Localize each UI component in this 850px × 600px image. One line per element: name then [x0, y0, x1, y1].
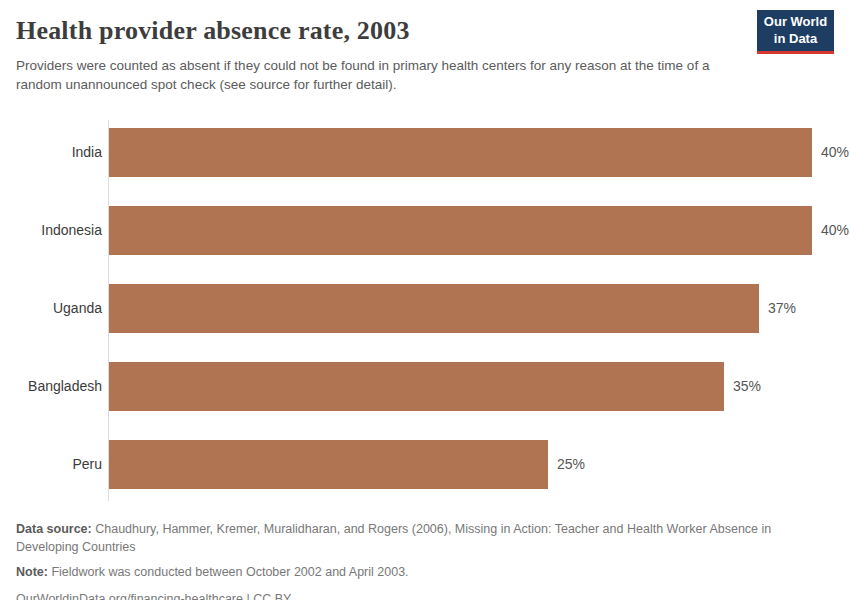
category-label: Uganda	[16, 300, 109, 316]
value-label: 40%	[821, 144, 849, 160]
note-label: Note:	[16, 565, 48, 579]
note-text: Fieldwork was conducted between October …	[48, 565, 409, 579]
owid-logo: Our World in Data	[757, 10, 834, 54]
header: Health provider absence rate, 2003 Provi…	[16, 14, 834, 95]
bar-row: Indonesia 40%	[16, 206, 834, 255]
bar-row: India 40%	[16, 128, 834, 177]
data-source-text: Chaudhury, Hammer, Kremer, Muralidharan,…	[16, 522, 771, 554]
footer: Data source: Chaudhury, Hammer, Kremer, …	[16, 520, 834, 600]
bar	[109, 128, 812, 177]
chart-title: Health provider absence rate, 2003	[16, 16, 742, 46]
category-label: Peru	[16, 456, 109, 472]
bar	[109, 206, 812, 255]
bar-row: Uganda 37%	[16, 284, 834, 333]
value-label: 37%	[768, 300, 796, 316]
citation-line: OurWorldinData.org/financing-healthcare …	[16, 590, 834, 600]
title-block: Health provider absence rate, 2003 Provi…	[16, 14, 742, 95]
data-source-line: Data source: Chaudhury, Hammer, Kremer, …	[16, 520, 798, 556]
logo-line-1: Our World	[764, 14, 827, 30]
bar	[109, 284, 759, 333]
chart-subtitle: Providers were counted as absent if they…	[16, 57, 742, 95]
plot: India 40% Indonesia 40% Uganda 37% Bangl…	[16, 128, 834, 489]
value-label: 25%	[557, 456, 585, 472]
bar-row: Bangladesh 35%	[16, 362, 834, 411]
page: Health provider absence rate, 2003 Provi…	[0, 0, 850, 600]
bar	[109, 362, 724, 411]
value-label: 35%	[733, 378, 761, 394]
data-source-label: Data source:	[16, 522, 92, 536]
category-label: Indonesia	[16, 222, 109, 238]
y-axis-line	[108, 120, 109, 501]
logo-line-2: in Data	[774, 31, 817, 47]
bar-row: Peru 25%	[16, 440, 834, 489]
category-label: India	[16, 144, 109, 160]
bar-chart: India 40% Indonesia 40% Uganda 37% Bangl…	[16, 120, 834, 501]
value-label: 40%	[821, 222, 849, 238]
bar	[109, 440, 548, 489]
category-label: Bangladesh	[16, 378, 109, 394]
note-line: Note: Fieldwork was conducted between Oc…	[16, 563, 798, 581]
